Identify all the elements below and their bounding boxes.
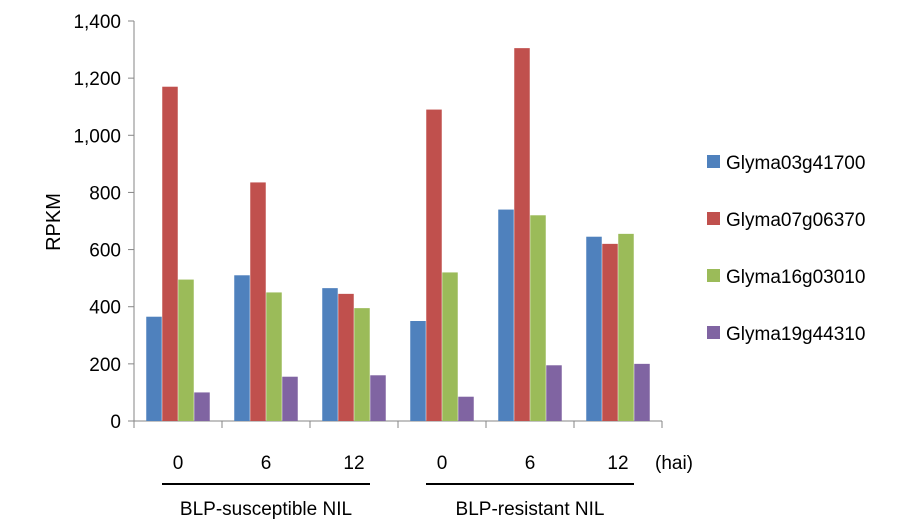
legend-label: Glyma19g44310 xyxy=(726,324,865,345)
bar-Glyma03g41700-4 xyxy=(498,209,514,421)
bar-Glyma03g41700-5 xyxy=(586,236,602,421)
y-tick-label: 1,200 xyxy=(73,69,121,90)
legend-swatch xyxy=(707,269,720,282)
x-tick-label: 0 xyxy=(437,453,448,474)
bar-Glyma03g41700-2 xyxy=(322,288,338,421)
y-tick-label: 1,400 xyxy=(73,12,121,33)
bar-Glyma16g03010-4 xyxy=(530,215,546,421)
legend: Glyma03g41700 Glyma07g06370 Glyma16g03010 G… xyxy=(707,153,865,345)
bar-Glyma03g41700-1 xyxy=(234,275,250,421)
bar-Glyma03g41700-3 xyxy=(410,321,426,421)
y-tick-label: 1,000 xyxy=(73,126,121,147)
bar-Glyma07g06370-1 xyxy=(250,182,266,421)
bar-Glyma16g03010-1 xyxy=(266,292,282,421)
group-label: BLP-resistant NIL xyxy=(456,499,605,520)
y-tick-label: 400 xyxy=(89,298,121,319)
y-axis-title: RPKM xyxy=(43,193,65,251)
x-tick-label: 12 xyxy=(343,453,364,474)
legend-swatch xyxy=(707,212,720,225)
bar-Glyma19g44310-5 xyxy=(634,363,650,421)
bar-Glyma07g06370-2 xyxy=(338,293,354,421)
bar-Glyma07g06370-4 xyxy=(514,48,530,422)
bar-Glyma07g06370-3 xyxy=(426,109,442,422)
legend-swatch xyxy=(707,326,720,339)
y-axis: 0 200 400 600 800 1,000 1,200 1,400 xyxy=(73,12,135,433)
bar-Glyma16g03010-0 xyxy=(178,279,194,421)
bar-Glyma07g06370-5 xyxy=(602,243,618,421)
bar-Glyma19g44310-4 xyxy=(546,365,562,421)
y-tick-label: 800 xyxy=(89,183,121,204)
x-tick-label: 6 xyxy=(525,453,536,474)
legend-label: Glyma07g06370 xyxy=(726,210,865,231)
x-tick-label: 0 xyxy=(173,453,184,474)
bar-Glyma19g44310-1 xyxy=(282,376,298,421)
group-label: BLP-susceptible NIL xyxy=(180,499,352,520)
legend-label: Glyma03g41700 xyxy=(726,153,865,174)
x-axis: 0 6 12 0 6 12 (hai) BLP-susceptible NIL BLP-resi… xyxy=(133,420,693,520)
y-tick-label: 0 xyxy=(110,412,121,433)
legend-label: Glyma16g03010 xyxy=(726,267,865,288)
x-tick-label: 6 xyxy=(261,453,272,474)
y-tick-label: 600 xyxy=(89,241,121,262)
bar-Glyma19g44310-0 xyxy=(194,392,210,421)
x-tick-label: 12 xyxy=(607,453,628,474)
x-unit-label: (hai) xyxy=(655,453,693,474)
bar-Glyma07g06370-0 xyxy=(162,86,178,421)
bar-Glyma16g03010-3 xyxy=(442,272,458,421)
bar-Glyma16g03010-2 xyxy=(354,308,370,421)
bar-Glyma19g44310-2 xyxy=(370,375,386,421)
y-tick-label: 200 xyxy=(89,355,121,376)
bars xyxy=(146,48,650,422)
bar-Glyma19g44310-3 xyxy=(458,396,474,421)
legend-swatch xyxy=(707,155,720,168)
bar-Glyma16g03010-5 xyxy=(618,233,634,421)
bar-Glyma03g41700-0 xyxy=(146,316,162,421)
